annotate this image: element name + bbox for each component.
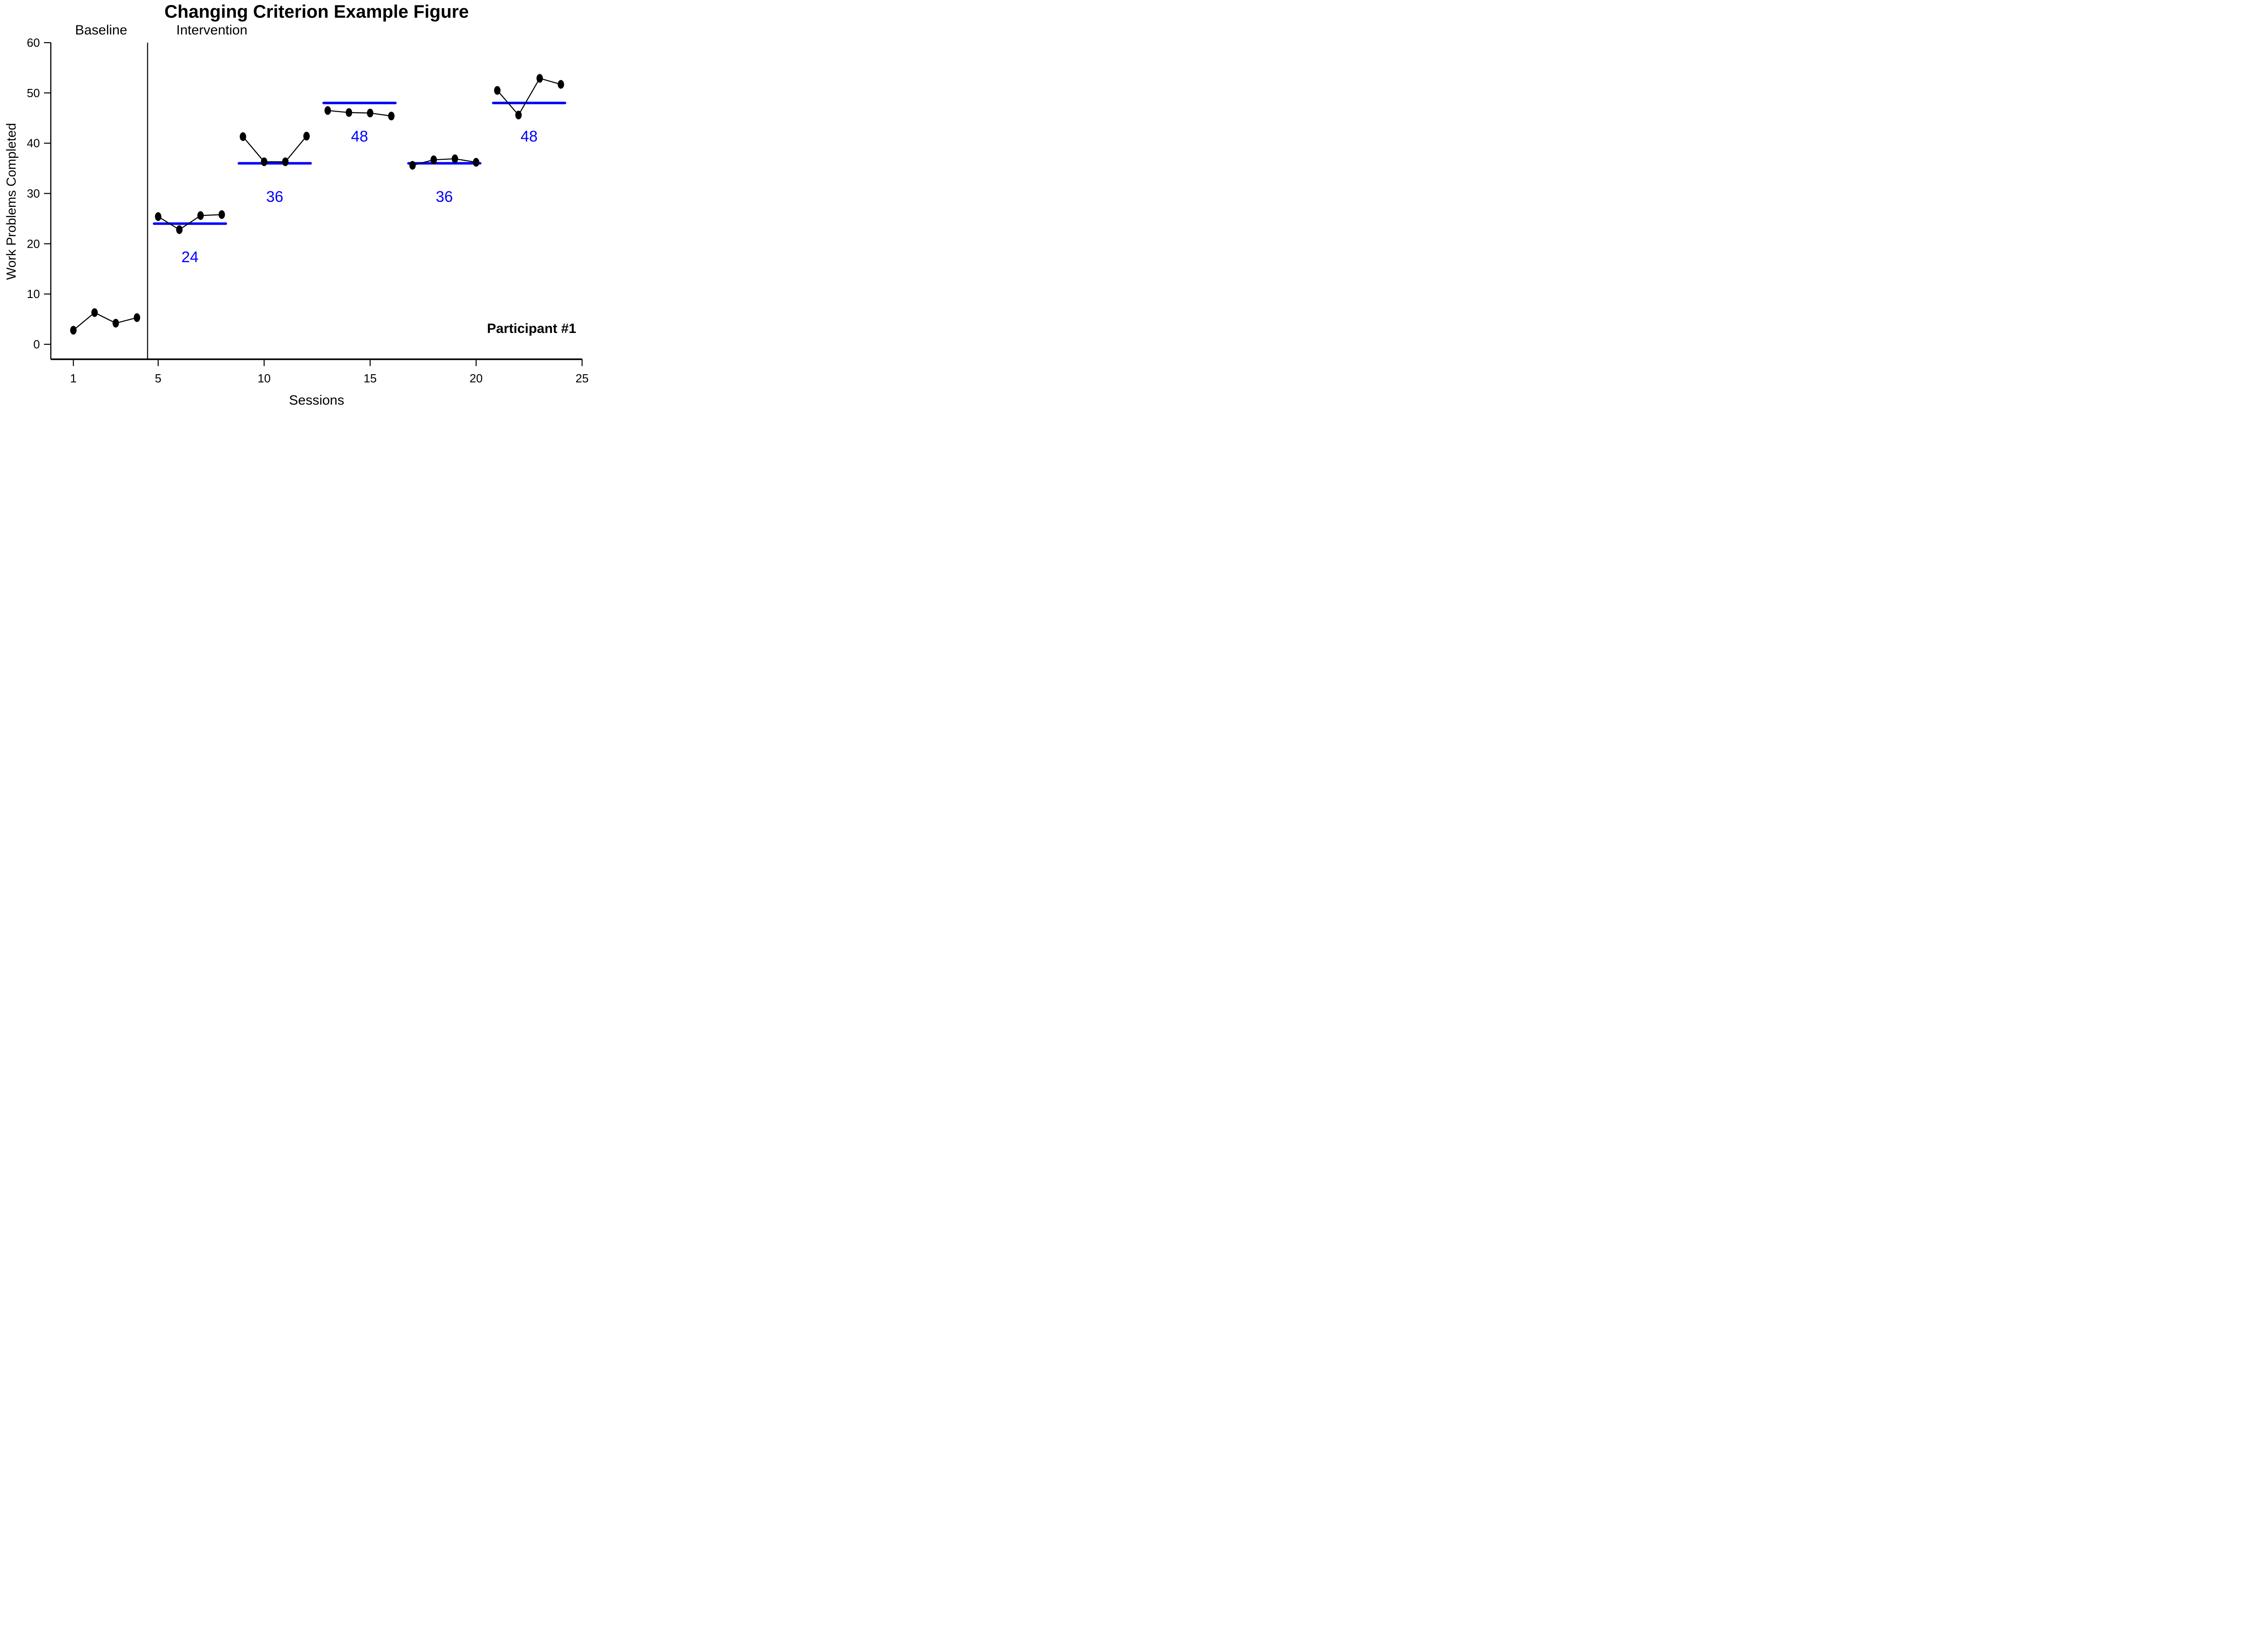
y-tick-label: 10 bbox=[27, 287, 40, 301]
y-tick-label: 0 bbox=[34, 337, 40, 351]
changing-criterion-figure: Changing Criterion Example Figure Baseli… bbox=[0, 0, 612, 408]
data-polyline bbox=[73, 312, 137, 331]
criterion-value-label: 36 bbox=[436, 188, 453, 205]
data-point bbox=[282, 157, 289, 166]
criterion-value-label: 36 bbox=[266, 188, 284, 205]
participant-label: Participant #1 bbox=[487, 321, 577, 336]
y-tick-label: 40 bbox=[27, 137, 40, 150]
data-point bbox=[473, 158, 479, 167]
data-point bbox=[388, 112, 395, 121]
phase-label-intervention: Intervention bbox=[176, 23, 248, 38]
data-point bbox=[430, 155, 437, 164]
data-point bbox=[91, 308, 98, 317]
x-tick-label: 20 bbox=[469, 372, 483, 385]
data-point bbox=[133, 313, 141, 322]
y-tick-label: 20 bbox=[27, 237, 40, 250]
data-polyline bbox=[412, 158, 476, 166]
x-tick-label: 10 bbox=[258, 372, 271, 385]
data-point bbox=[112, 318, 119, 328]
data-point bbox=[155, 212, 161, 221]
data-point bbox=[451, 154, 458, 163]
data-polyline bbox=[242, 136, 307, 162]
y-axis-title: Work Problems Completed bbox=[4, 123, 19, 280]
data-point bbox=[197, 211, 204, 220]
x-tick-label: 15 bbox=[364, 372, 377, 385]
data-point bbox=[494, 86, 501, 95]
y-tick-label: 50 bbox=[27, 86, 40, 100]
data-point bbox=[409, 161, 416, 170]
data-point bbox=[261, 157, 268, 166]
criterion-value-label: 48 bbox=[351, 128, 368, 145]
data-point bbox=[176, 225, 183, 234]
data-point bbox=[557, 80, 564, 89]
data-point bbox=[515, 111, 522, 120]
phase-label-baseline: Baseline bbox=[75, 23, 127, 38]
data-point bbox=[367, 108, 374, 117]
data-polyline bbox=[158, 214, 222, 230]
data-point bbox=[303, 132, 310, 141]
criterion-value-label: 24 bbox=[181, 249, 199, 266]
x-tick-label: 25 bbox=[576, 372, 589, 385]
x-axis-title: Sessions bbox=[289, 393, 344, 408]
data-point bbox=[218, 210, 225, 219]
chart-title: Changing Criterion Example Figure bbox=[164, 2, 469, 22]
y-tick-label: 30 bbox=[27, 187, 40, 200]
x-tick-label: 1 bbox=[70, 372, 77, 385]
data-polyline bbox=[327, 110, 391, 117]
data-point bbox=[536, 74, 543, 83]
data-point bbox=[346, 108, 352, 117]
data-point bbox=[324, 106, 331, 115]
data-point bbox=[70, 326, 77, 335]
y-tick-label: 60 bbox=[27, 36, 40, 49]
data-point bbox=[240, 132, 246, 141]
criterion-value-label: 48 bbox=[521, 128, 538, 145]
x-tick-label: 5 bbox=[155, 372, 161, 385]
data-polyline bbox=[497, 78, 561, 116]
